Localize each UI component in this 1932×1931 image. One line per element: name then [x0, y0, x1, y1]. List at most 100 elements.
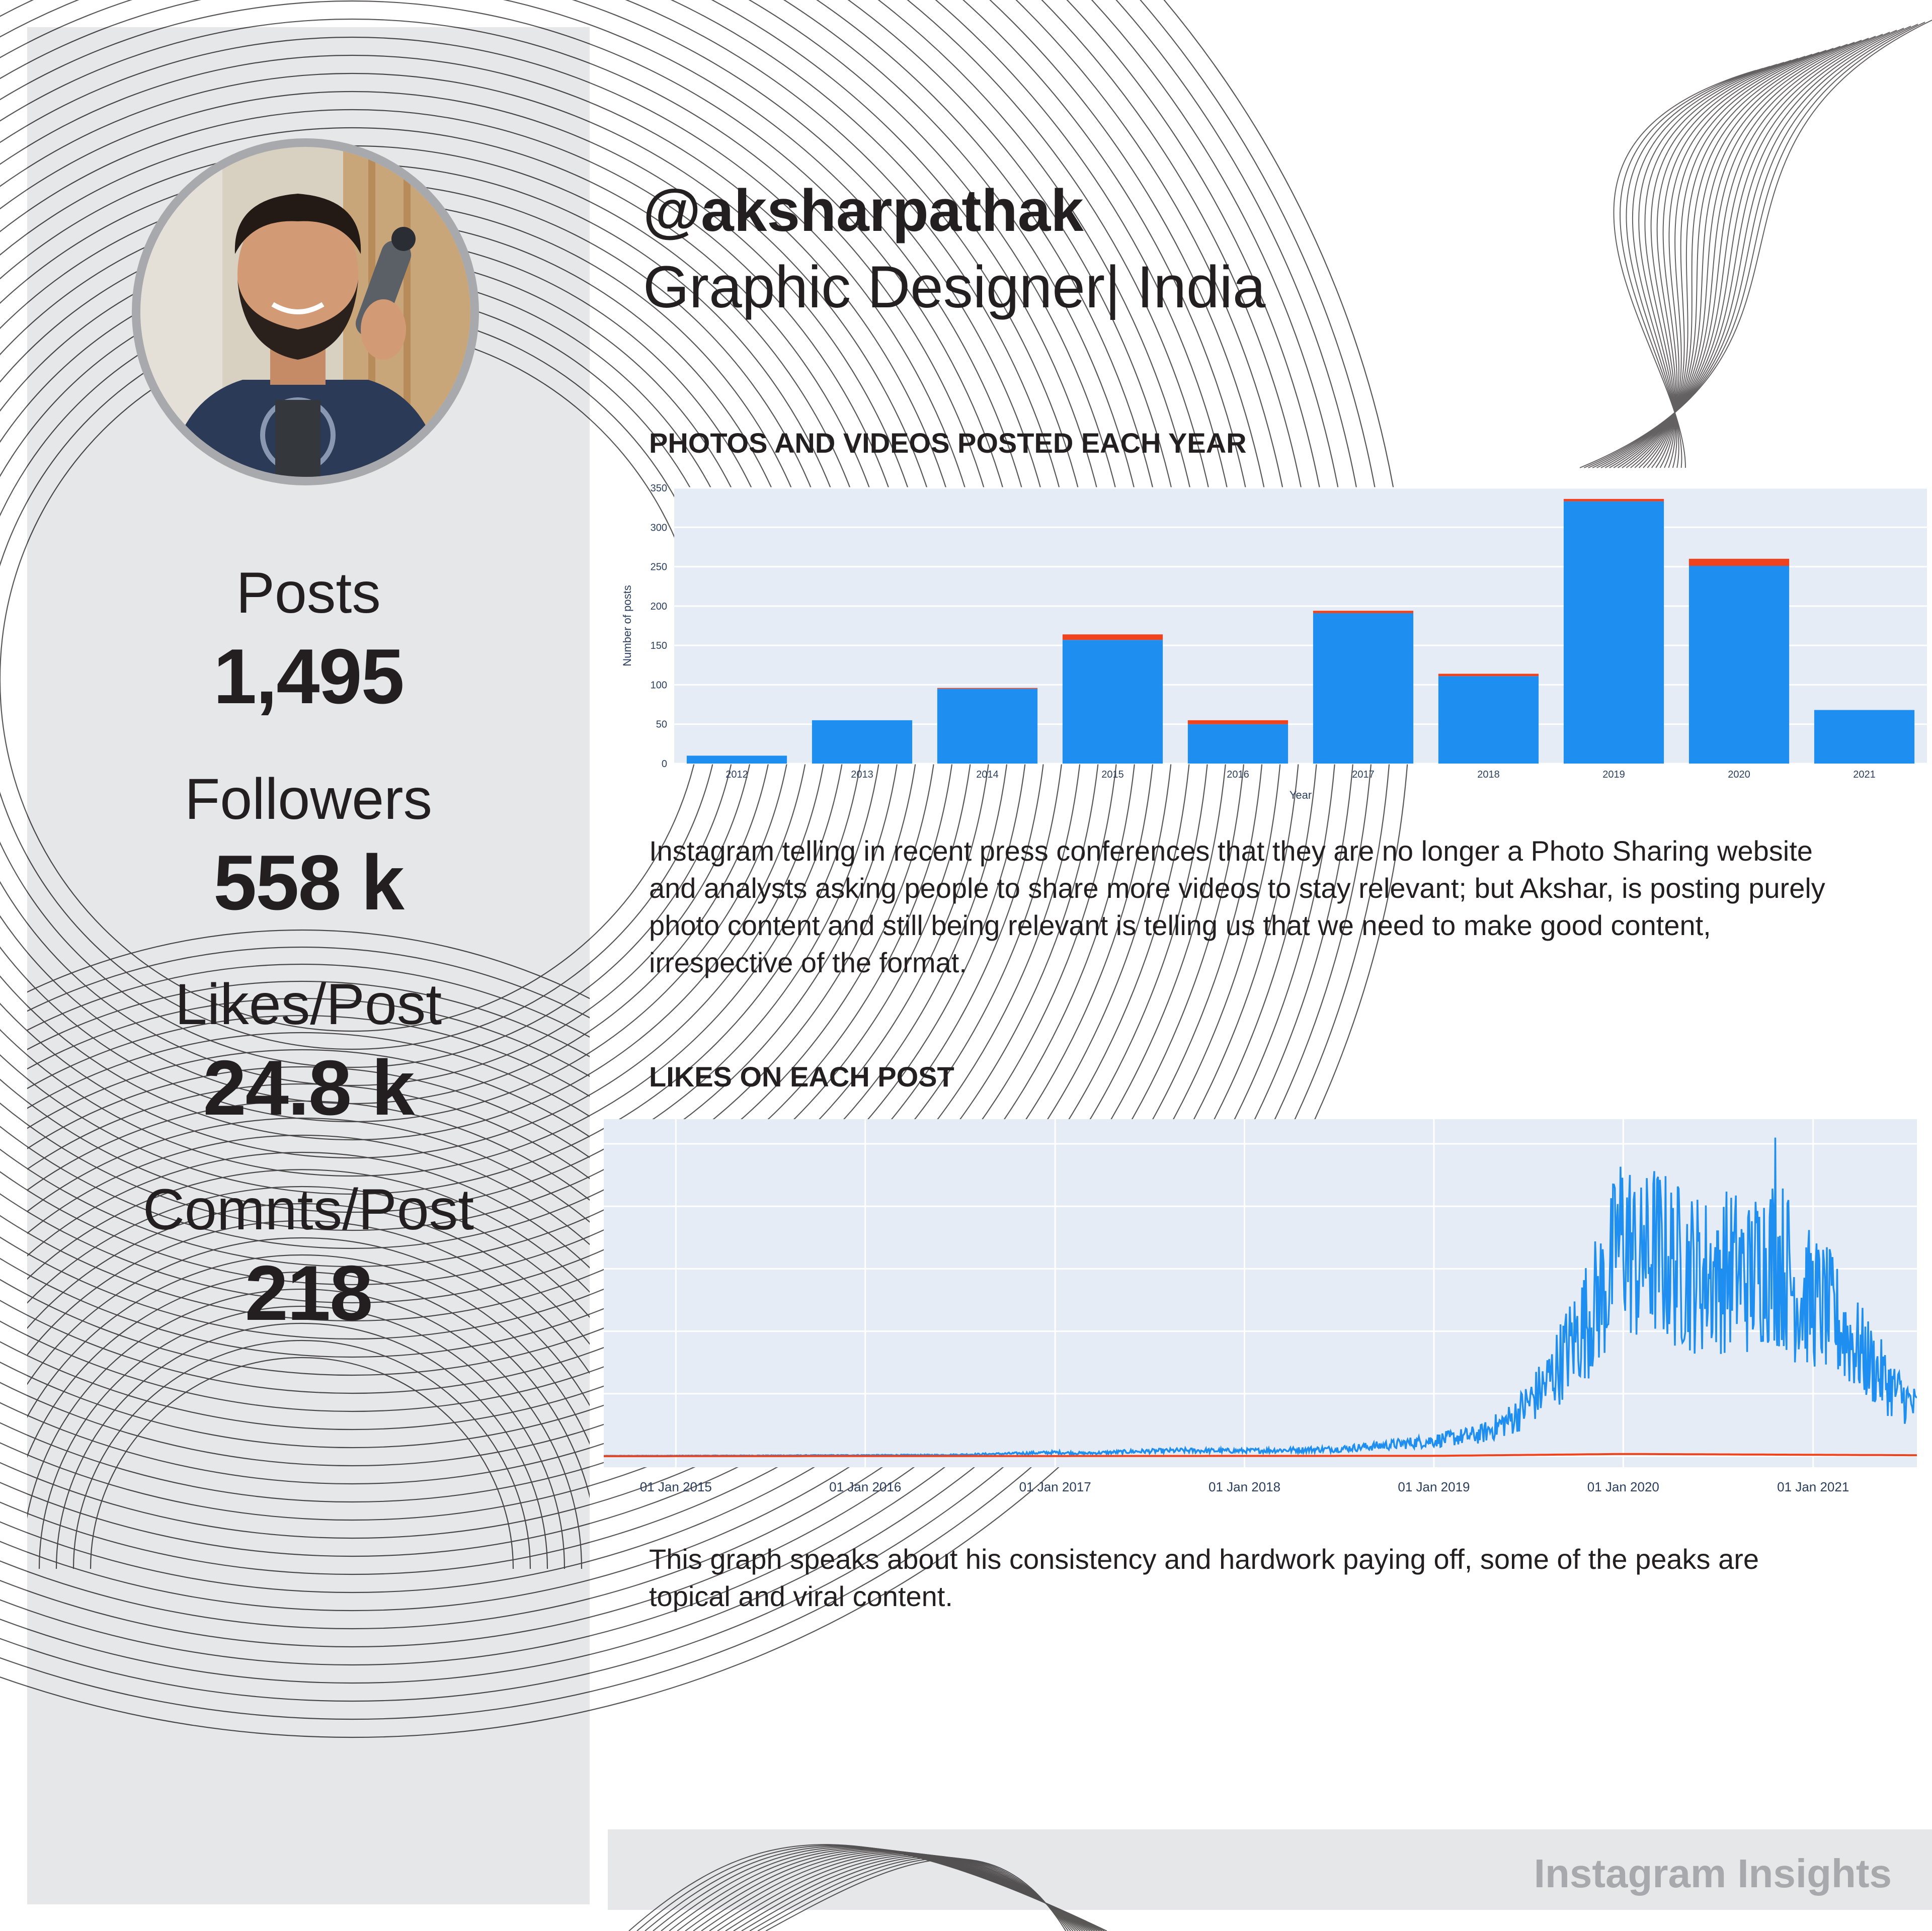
- deco-arc: [27, 1100, 590, 1201]
- y-tick-label: 150: [651, 640, 667, 651]
- stat-value: 1,495: [213, 633, 405, 720]
- bar-videos: [1187, 720, 1289, 724]
- bar-photos: [1062, 640, 1163, 764]
- deco-arc: [27, 1493, 590, 1557]
- likes-chart-title: LIKES ON EACH POST: [649, 1061, 954, 1093]
- x-tick-label: 2012: [726, 769, 748, 780]
- stat-value: 24.8 k: [203, 1044, 415, 1131]
- y-tick-label: 200: [651, 601, 667, 612]
- deco-arc: [27, 1666, 590, 1720]
- deco-arc: [27, 1151, 590, 1269]
- stat-label: Comnts/Post: [142, 1178, 474, 1242]
- profile-subtitle: Graphic Designer| India: [643, 254, 1266, 320]
- bar-photos: [1814, 710, 1915, 764]
- footer-label: Instagram Insights: [1534, 1851, 1892, 1896]
- bar-photos: [937, 689, 1038, 764]
- y-tick-label: 250: [651, 562, 667, 573]
- bar-videos: [1313, 611, 1414, 613]
- deco-arc: [27, 1551, 590, 1611]
- profile-avatar[interactable]: [132, 138, 479, 485]
- stat-followers: Followers 558 k: [27, 771, 590, 926]
- x-tick-label: 01 Jan 2016: [829, 1479, 901, 1494]
- bar-videos: [1062, 634, 1163, 640]
- deco-arc: [27, 1134, 590, 1245]
- deco-arc: [27, 1083, 590, 1180]
- x-tick-label: 2016: [1227, 769, 1249, 780]
- deco-arc: [27, 1513, 590, 1575]
- y-tick-label: 300: [651, 522, 667, 533]
- deco-arc: [27, 1454, 590, 1521]
- deco-arc: [72, 1339, 531, 1569]
- deco-arc: [27, 1186, 590, 1318]
- profile-handle[interactable]: @aksharpathak: [643, 178, 1084, 244]
- deco-arc: [27, 1237, 590, 1407]
- deco-arc: [27, 1334, 590, 1412]
- avatar-illustration: [140, 147, 470, 477]
- y-tick-label: 350: [651, 483, 667, 494]
- paragraph-line: Instagram telling in recent press confer…: [649, 835, 1813, 867]
- posts-chart-title: PHOTOS AND VIDEOS POSTED EACH YEAR: [649, 427, 1247, 459]
- deco-arc: [27, 1570, 590, 1629]
- bar-videos: [937, 688, 1038, 689]
- paragraph-line: This graph speaks about his consistency …: [649, 1543, 1759, 1575]
- deco-arc: [27, 1049, 590, 1138]
- deco-arc: [27, 980, 590, 1058]
- x-axis-label: Year: [1290, 789, 1312, 801]
- x-tick-label: 01 Jan 2019: [1398, 1479, 1470, 1494]
- stat-value: 558 k: [213, 839, 405, 926]
- likes-paragraph: This graph speaks about his consistency …: [649, 1541, 1857, 1615]
- deco-arc: [27, 27, 590, 1358]
- deco-arc: [27, 1434, 590, 1502]
- deco-arc: [27, 1647, 590, 1702]
- comments-series-line: [604, 1453, 1917, 1457]
- bar-videos: [1563, 498, 1664, 501]
- stat-posts: Posts 1,495: [27, 561, 590, 720]
- deco-arc: [27, 1032, 590, 1117]
- x-tick-label: 2013: [851, 769, 873, 780]
- deco-arc: [27, 1254, 590, 1445]
- bar-photos: [1313, 613, 1414, 764]
- paragraph-line: topical and viral content.: [649, 1580, 953, 1612]
- stat-value: 218: [245, 1249, 373, 1336]
- deco-arc: [27, 1589, 590, 1647]
- deco-arc: [27, 1355, 590, 1430]
- deco-arc: [27, 1628, 590, 1684]
- deco-arc: [27, 1168, 590, 1293]
- stat-label: Posts: [236, 561, 381, 625]
- deco-arc: [27, 963, 590, 1038]
- deco-arc: [27, 1609, 590, 1665]
- deco-arc: [27, 27, 590, 1339]
- x-tick-label: 2019: [1602, 769, 1625, 780]
- posts-bar-chart: 0 50 100 150 200 250 300 350 2012 2013 2014 2015 201…: [621, 483, 1927, 801]
- likes-line-chart: 01 Jan 2015 01 Jan 2016 01 Jan 2017 01 Jan …: [604, 1119, 1917, 1494]
- deco-arc: [27, 1473, 590, 1539]
- deco-arc: [27, 929, 590, 999]
- deco-arc: [38, 1305, 566, 1569]
- x-tick-label: 01 Jan 2017: [1019, 1479, 1091, 1494]
- deco-arc: [27, 73, 590, 1285]
- plot-area: [604, 1119, 1917, 1467]
- x-tick-label: 2021: [1853, 769, 1876, 780]
- deco-arc: [27, 37, 590, 1321]
- deco-arc: [27, 55, 590, 1303]
- x-tick-label: 01 Jan 2020: [1587, 1479, 1659, 1494]
- deco-arc: [27, 1414, 590, 1484]
- deco-curve: [1613, 70, 1756, 468]
- deco-arc: [27, 127, 590, 1231]
- deco-arc: [27, 1288, 583, 1569]
- y-tick-label: 50: [656, 719, 667, 730]
- stat-label: Likes/Post: [175, 972, 442, 1037]
- deco-arc: [27, 1271, 590, 1498]
- deco-arc: [27, 109, 590, 1249]
- deco-arc: [27, 1066, 590, 1158]
- bar-photos: [686, 755, 787, 764]
- deco-arc: [27, 27, 590, 1376]
- deco-arc: [27, 997, 590, 1077]
- deco-arc: [27, 1015, 590, 1097]
- deco-arc: [27, 1685, 590, 1738]
- paragraph-line: irrespective of the format.: [649, 947, 967, 978]
- paragraph-line: photo content and still being relevant i…: [649, 909, 1711, 941]
- stat-comments-per-post: Comnts/Post 218: [27, 1181, 590, 1332]
- x-tick-label: 2017: [1352, 769, 1375, 780]
- x-tick-label: 01 Jan 2015: [640, 1479, 712, 1494]
